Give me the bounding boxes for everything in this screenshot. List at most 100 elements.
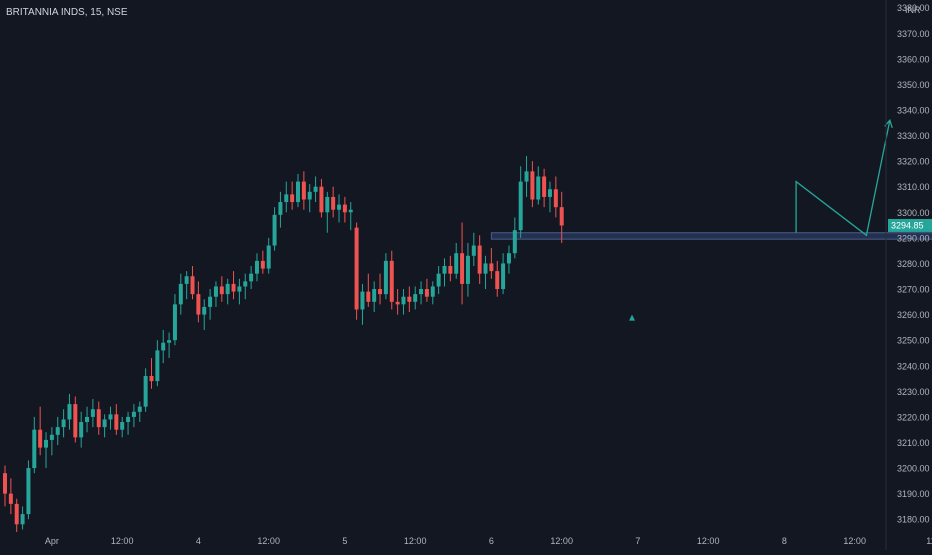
candle — [296, 173, 300, 208]
candle — [477, 235, 482, 284]
price-tick-label: 3200.00 — [897, 464, 930, 474]
time-axis[interactable]: Apr 12:00 4 12:00 5 12:00 6 12:00 7 12:00 8 12:00 11… — [45, 536, 932, 546]
candle — [213, 281, 218, 307]
candle — [419, 281, 424, 305]
candle-body — [237, 286, 242, 292]
candle-body — [542, 176, 547, 197]
candle-body — [149, 375, 154, 382]
candle — [536, 166, 541, 205]
candle-body — [553, 189, 558, 208]
price-tick-label: 3310.00 — [897, 182, 930, 192]
candle — [313, 176, 318, 203]
candle — [512, 217, 517, 259]
time-tick-label: 8 — [782, 536, 787, 546]
candle — [383, 253, 388, 300]
candle — [114, 404, 119, 435]
candle — [389, 250, 394, 310]
candle — [131, 404, 136, 428]
candle — [196, 281, 201, 323]
candle-body — [90, 409, 95, 417]
price-tick-label: 3290.00 — [897, 233, 930, 243]
candle — [8, 478, 13, 515]
candle-body — [202, 306, 207, 315]
candle-body — [465, 255, 470, 284]
time-tick-label: 12:00 — [843, 536, 866, 546]
time-tick-label: 5 — [342, 536, 347, 546]
candle-body — [348, 209, 353, 213]
candle-body — [366, 291, 371, 302]
candle — [254, 253, 259, 282]
candle — [272, 207, 277, 251]
candle — [120, 416, 125, 438]
candle — [61, 409, 66, 438]
candle-body — [430, 286, 435, 297]
time-tick-label: 12:00 — [404, 536, 427, 546]
candle-body — [178, 283, 183, 305]
candle-body — [172, 304, 177, 341]
candle — [161, 329, 166, 364]
candle — [143, 368, 148, 412]
candle — [501, 253, 506, 295]
candle-body — [137, 406, 142, 412]
candle-body — [325, 196, 330, 213]
candle-body — [360, 291, 365, 310]
candle-body — [108, 414, 113, 420]
candle — [172, 294, 177, 346]
support-zone — [490, 232, 932, 240]
time-tick-label: 12:00 — [111, 536, 134, 546]
candle — [90, 399, 95, 428]
candle — [96, 401, 101, 435]
candle — [167, 332, 172, 359]
candle — [225, 278, 230, 305]
candle-body — [67, 404, 72, 420]
candle — [284, 181, 289, 213]
candle — [20, 506, 25, 530]
candle — [547, 181, 552, 213]
candle-body — [231, 283, 236, 292]
candle — [243, 273, 248, 300]
candle-body — [26, 468, 31, 515]
price-tick-label: 3380.00 — [897, 3, 930, 13]
projection-path[interactable] — [795, 120, 891, 237]
candle-body — [536, 176, 541, 200]
time-tick-label: 12:00 — [697, 536, 720, 546]
candle — [184, 271, 189, 300]
price-tick-label: 3360.00 — [897, 54, 930, 64]
candle-body — [442, 266, 447, 274]
candle — [278, 191, 283, 228]
candle — [524, 156, 529, 197]
time-tick-label: 12:00 — [550, 536, 573, 546]
price-tick-label: 3320.00 — [897, 157, 930, 167]
candle — [430, 281, 435, 305]
candle — [108, 406, 113, 430]
candle-body — [483, 263, 488, 274]
price-tick-label: 3340.00 — [897, 105, 930, 115]
candle-body — [471, 245, 476, 256]
candle — [55, 416, 60, 446]
candle — [126, 411, 131, 435]
price-tick-label: 3190.00 — [897, 489, 930, 499]
candle — [465, 242, 470, 297]
price-tick-label: 3240.00 — [897, 361, 930, 371]
candle-body — [454, 253, 459, 274]
candle — [67, 393, 72, 430]
candle — [495, 260, 500, 297]
price-tick-label: 3370.00 — [897, 29, 930, 39]
candle — [14, 498, 19, 532]
candle — [38, 406, 43, 456]
candle-body — [424, 289, 429, 297]
candle — [32, 416, 37, 474]
price-axis[interactable]: 3180.00 3190.00 3200.00 3210.00 3220.00 3230.… — [897, 3, 930, 525]
time-tick-label: Apr — [45, 536, 59, 546]
candle — [395, 289, 400, 315]
candle-body — [114, 414, 119, 430]
support-zone-layer — [490, 232, 932, 240]
candle-body — [38, 429, 43, 448]
candle-body — [260, 260, 265, 269]
candle-body — [436, 273, 441, 287]
candle — [190, 266, 195, 300]
candle — [49, 427, 54, 456]
candle-body — [190, 276, 195, 295]
